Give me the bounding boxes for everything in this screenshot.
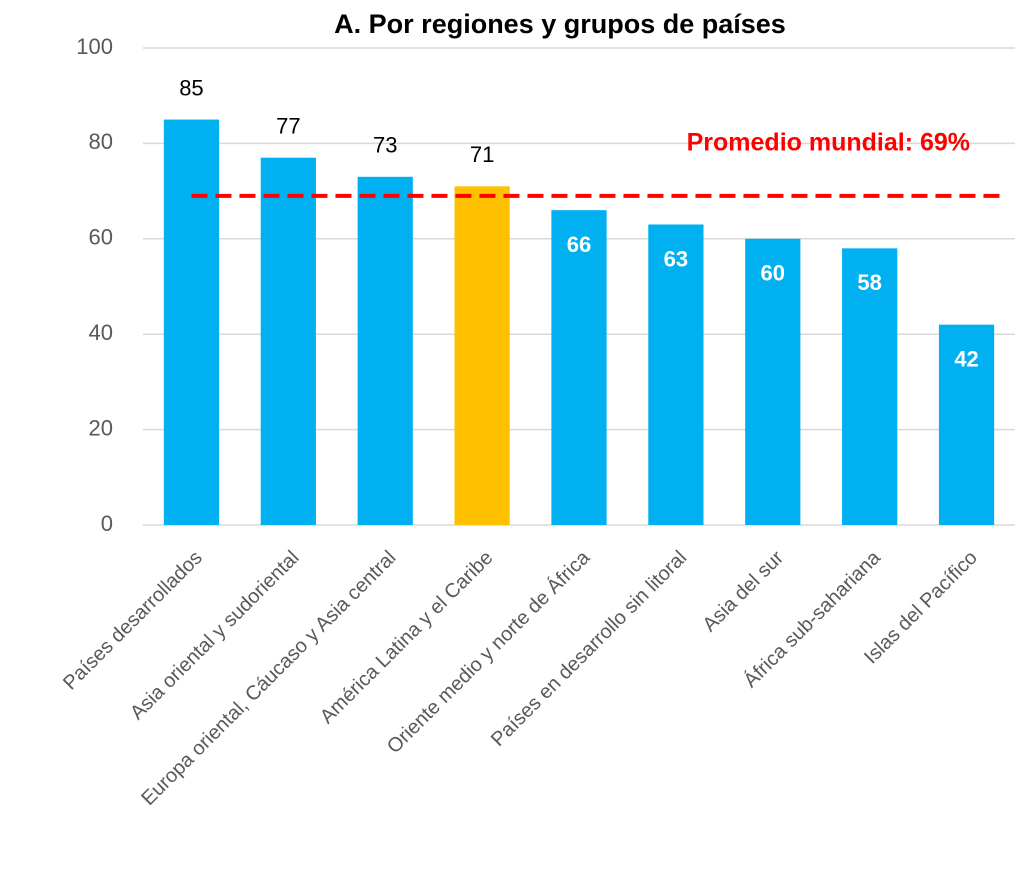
bar <box>938 324 995 525</box>
bar <box>357 176 413 526</box>
x-tick-label: Oriente medio y norte de África <box>382 545 595 758</box>
reference-label: Promedio mundial: 69% <box>687 128 970 156</box>
y-tick-label: 100 <box>76 34 113 59</box>
y-tick-label: 0 <box>101 511 113 536</box>
bar <box>454 186 510 525</box>
bar <box>163 119 220 526</box>
data-label: 71 <box>470 142 494 167</box>
y-tick-label: 40 <box>89 320 113 345</box>
bar <box>260 157 316 525</box>
data-label: 58 <box>857 270 881 295</box>
data-label: 63 <box>664 246 688 271</box>
x-tick-label: Asia del sur <box>699 546 789 636</box>
x-tick-label: Países en desarrollo sin litoral <box>487 547 691 751</box>
data-label: 42 <box>954 346 978 371</box>
chart-title: A. Por regiones y grupos de países <box>334 9 786 39</box>
data-label: 77 <box>276 114 300 139</box>
y-tick-label: 60 <box>89 225 113 250</box>
bar <box>745 238 801 526</box>
data-label: 73 <box>373 133 397 158</box>
bar <box>842 248 898 525</box>
data-label: 66 <box>567 232 591 257</box>
data-label: 60 <box>761 261 785 286</box>
x-tick-label: América Latina y el Caribe <box>316 547 497 728</box>
y-tick-label: 80 <box>89 129 113 154</box>
data-label: 85 <box>179 75 203 100</box>
x-tick-label: Asia oriental y sudoriental <box>126 547 303 724</box>
bar <box>551 210 607 525</box>
y-tick-label: 20 <box>89 415 113 440</box>
bar <box>648 224 704 526</box>
